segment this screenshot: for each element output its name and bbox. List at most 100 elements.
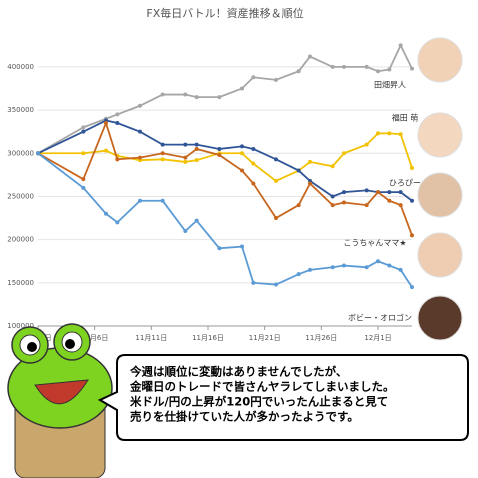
point (104, 121, 108, 126)
point (387, 198, 392, 203)
point (376, 190, 380, 195)
point (194, 142, 199, 147)
y-tick-label: 200000 (7, 236, 34, 244)
point (387, 131, 392, 136)
photo (417, 37, 463, 83)
point (387, 263, 392, 268)
point (330, 64, 335, 69)
point (138, 129, 142, 134)
point (410, 165, 414, 170)
point (115, 220, 120, 225)
point (240, 151, 244, 156)
point (104, 148, 108, 153)
y-tick-label: 400000 (7, 63, 34, 71)
point (330, 194, 335, 199)
frog (7, 323, 113, 478)
point (251, 146, 256, 151)
point (217, 95, 222, 100)
legend-label: 福田 萌 (392, 113, 419, 123)
point (308, 267, 312, 272)
annotation: 今週は順位に変動はありませんでしたが、 (129, 365, 347, 379)
point (364, 203, 369, 208)
annotation: 米ドル/円の上昇が120円でいったん止まると見て (129, 395, 388, 409)
point (81, 151, 86, 156)
photo (417, 172, 463, 218)
point (217, 153, 222, 157)
point (308, 181, 312, 186)
point (194, 146, 199, 151)
point (342, 64, 346, 69)
point (410, 66, 414, 71)
x-tick-label: 11月6日 (81, 334, 108, 342)
point (81, 185, 86, 190)
x-tick-label: 11月16日 (192, 334, 224, 342)
point (240, 86, 244, 91)
point (274, 216, 278, 221)
point (376, 259, 380, 264)
chart-title: FX毎日バトル！資産推移＆順位 (146, 6, 303, 20)
point (104, 211, 108, 216)
point (194, 95, 199, 100)
point (296, 203, 301, 208)
point (376, 131, 380, 136)
y-tick-label: 100000 (7, 322, 34, 330)
point (160, 198, 165, 203)
point (296, 272, 301, 277)
point (81, 125, 86, 130)
point (251, 75, 256, 80)
point (398, 132, 403, 137)
point (364, 265, 369, 270)
point (138, 103, 142, 108)
y-tick-label: 250000 (7, 192, 34, 200)
point (387, 67, 392, 72)
y-tick-label: 150000 (7, 279, 34, 287)
point (274, 77, 278, 82)
point (330, 265, 335, 270)
photo (417, 295, 463, 341)
point (240, 244, 244, 249)
point (398, 267, 403, 272)
frog-mouth (34, 379, 89, 405)
annotation: 売りを仕掛けていた人が多かったようです。 (130, 410, 359, 424)
point (410, 198, 414, 203)
point (194, 158, 199, 163)
annotation: 金曜日のトレードで皆さんヤラレてしまいました。 (129, 380, 395, 394)
point (183, 142, 188, 147)
photo (417, 232, 463, 278)
point (217, 146, 222, 151)
point (115, 157, 120, 162)
speech-bubble (97, 354, 469, 441)
point (36, 151, 40, 156)
point (138, 155, 142, 160)
point (410, 233, 414, 238)
point (138, 198, 142, 203)
point (160, 151, 165, 156)
point (115, 112, 120, 117)
x-tick-label: 12月1日 (364, 334, 391, 342)
point (81, 177, 86, 182)
point (308, 54, 312, 59)
point (183, 229, 188, 233)
point (183, 155, 188, 160)
point (296, 69, 301, 74)
x-tick-label: 11月21日 (249, 334, 281, 342)
point (387, 190, 392, 195)
point (251, 181, 256, 186)
photo (417, 112, 463, 158)
point (410, 285, 414, 290)
point (160, 92, 165, 97)
point (296, 168, 301, 173)
point (81, 129, 86, 134)
point (217, 246, 222, 251)
point (308, 159, 312, 164)
frog-pupil (27, 342, 37, 352)
point (183, 92, 188, 97)
point (398, 203, 403, 208)
point (194, 218, 199, 223)
legend-label: こうちゃんママ★ (343, 239, 406, 248)
point (330, 164, 335, 169)
x-tick-label: 11月11日 (135, 334, 167, 342)
point (376, 69, 380, 74)
point (364, 188, 369, 193)
